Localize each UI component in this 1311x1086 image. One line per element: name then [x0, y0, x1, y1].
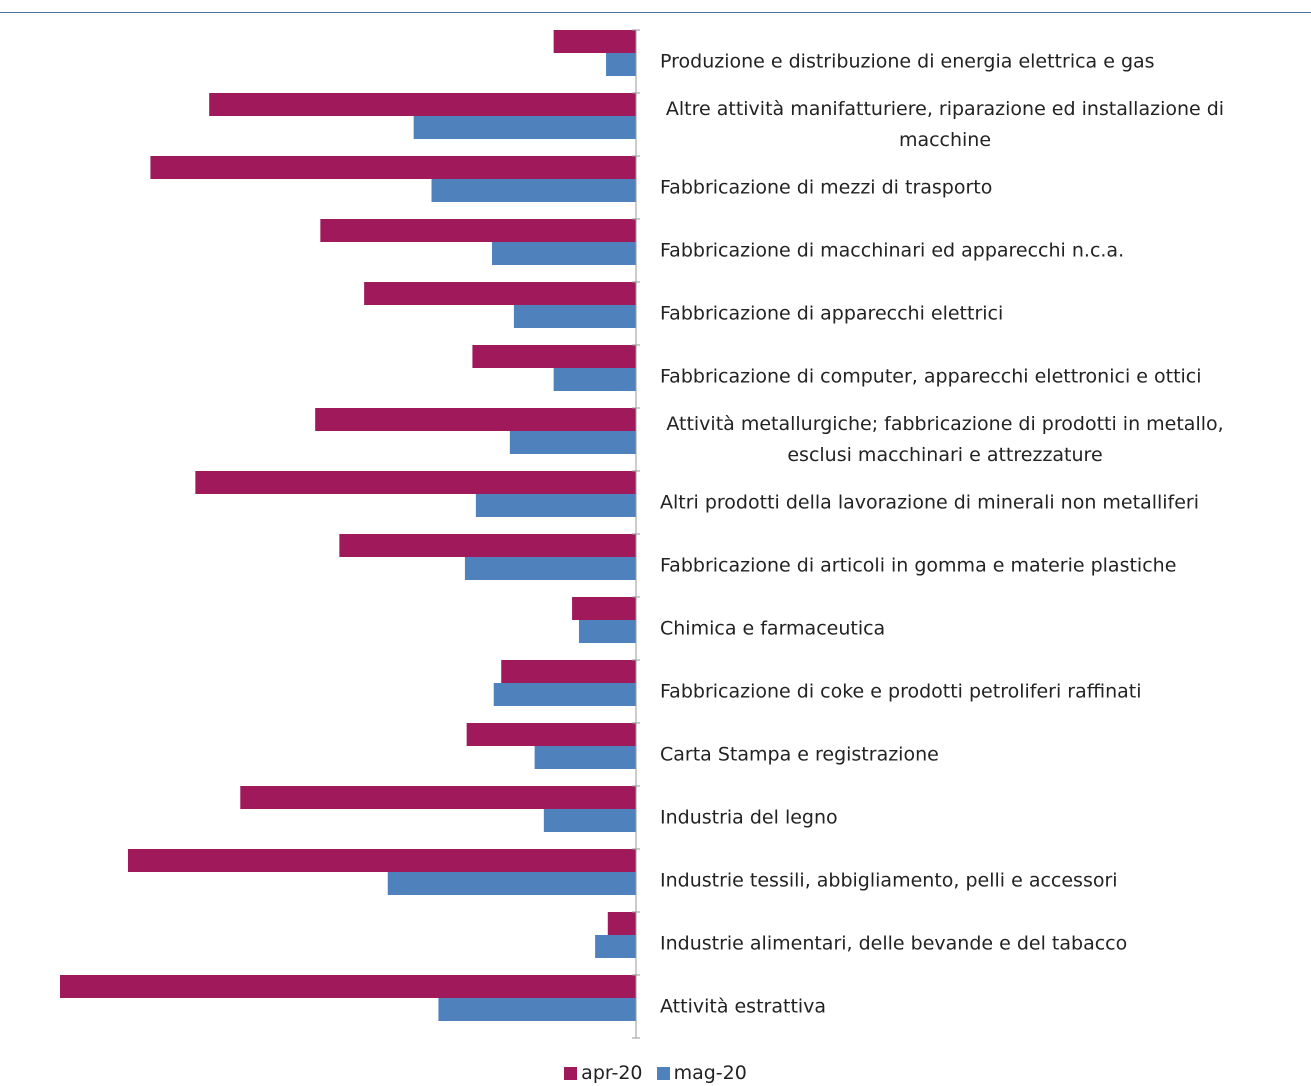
- bar-mag-20-0: [606, 53, 636, 76]
- bar-mag-20-11: [534, 746, 636, 769]
- category-label-7: Altri prodotti della lavorazione di mine…: [660, 492, 1199, 514]
- category-label-9: Chimica e farmaceutica: [660, 618, 885, 640]
- legend-label-mag-20: mag-20: [673, 1062, 747, 1084]
- bar-mag-20-5: [553, 368, 636, 391]
- bar-apr-20-9: [572, 597, 636, 620]
- legend-label-apr-20: apr-20: [581, 1062, 643, 1084]
- category-label-13: Industrie tessili, abbigliamento, pelli …: [660, 870, 1118, 892]
- bar-mag-20-14: [595, 935, 636, 958]
- bar-apr-20-7: [195, 471, 637, 494]
- category-label-5: Fabbricazione di computer, apparecchi el…: [660, 366, 1202, 388]
- bar-apr-20-10: [501, 660, 636, 683]
- category-label-3: Fabbricazione di macchinari ed apparecch…: [660, 240, 1124, 262]
- bar-chart: Produzione e distribuzione di energia el…: [60, 29, 1224, 1039]
- bar-apr-20-2: [150, 156, 636, 179]
- legend-swatch-apr-20: [564, 1067, 578, 1080]
- bar-apr-20-1: [209, 93, 636, 116]
- bar-apr-20-6: [315, 408, 636, 431]
- bar-mag-20-10: [493, 683, 636, 706]
- top-rule: [0, 12, 1311, 13]
- bar-apr-20-15: [60, 975, 636, 998]
- bar-mag-20-1: [413, 116, 636, 139]
- bar-mag-20-6: [509, 431, 636, 454]
- bar-apr-20-5: [472, 345, 636, 368]
- bar-mag-20-4: [513, 305, 636, 328]
- category-label-14: Industrie alimentari, delle bevande e de…: [660, 933, 1127, 955]
- category-label-0: Produzione e distribuzione di energia el…: [660, 51, 1155, 73]
- bar-mag-20-7: [475, 494, 636, 517]
- bar-apr-20-0: [553, 30, 636, 53]
- bar-mag-20-12: [543, 809, 636, 832]
- legend: apr-20 mag-20: [0, 1062, 1311, 1086]
- category-label-10: Fabbricazione di coke e prodotti petroli…: [660, 681, 1142, 703]
- bar-apr-20-14: [607, 912, 636, 935]
- bar-mag-20-2: [431, 179, 636, 202]
- category-label-6: Attività metallurgiche; fabbricazione di…: [666, 413, 1223, 466]
- bar-mag-20-3: [492, 242, 636, 265]
- legend-item-mag-20: mag-20: [656, 1062, 747, 1085]
- bar-apr-20-8: [339, 534, 636, 557]
- category-label-4: Fabbricazione di apparecchi elettrici: [660, 303, 1003, 325]
- category-label-12: Industria del legno: [660, 807, 838, 829]
- bar-apr-20-12: [240, 786, 636, 809]
- bar-mag-20-8: [464, 557, 636, 580]
- legend-item-apr-20: apr-20: [564, 1062, 643, 1085]
- bar-apr-20-13: [127, 849, 636, 872]
- legend-swatch-mag-20: [656, 1067, 670, 1080]
- bar-mag-20-15: [438, 998, 636, 1021]
- category-label-1: Altre attività manifatturiere, riparazio…: [666, 98, 1224, 151]
- bar-apr-20-11: [466, 723, 636, 746]
- bar-apr-20-4: [364, 282, 636, 305]
- bar-mag-20-13: [387, 872, 636, 895]
- category-label-2: Fabbricazione di mezzi di trasporto: [660, 177, 992, 199]
- category-label-8: Fabbricazione di articoli in gomma e mat…: [660, 555, 1176, 577]
- category-label-11: Carta Stampa e registrazione: [660, 744, 939, 766]
- category-label-15: Attività estrattiva: [660, 996, 826, 1018]
- bar-mag-20-9: [578, 620, 636, 643]
- bar-apr-20-3: [320, 219, 636, 242]
